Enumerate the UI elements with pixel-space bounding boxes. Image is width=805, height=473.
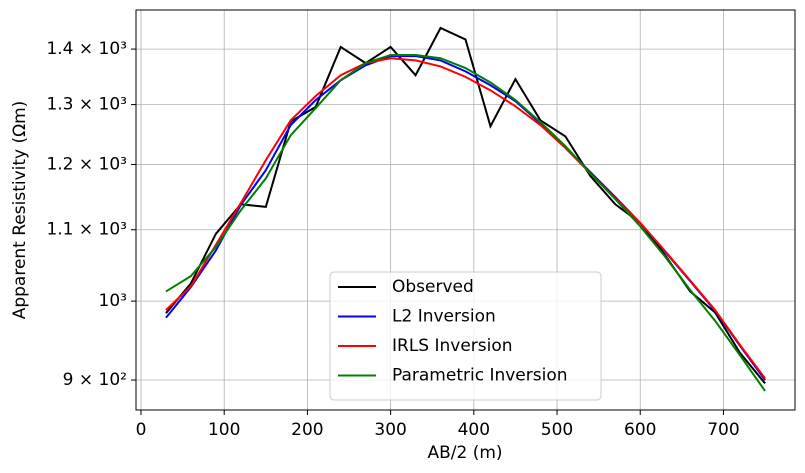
plot-frame <box>135 9 796 411</box>
y-tick-label: 1.2 × 10³ <box>46 155 127 175</box>
y-tick-label: 1.1 × 10³ <box>46 220 127 240</box>
x-tick-label: 0 <box>136 420 147 440</box>
y-tick-label: 1.3 × 10³ <box>46 95 127 115</box>
legend: Observed L2 Inversion IRLS Inversion Parame… <box>329 271 602 401</box>
legend-label: Observed <box>392 277 474 297</box>
legend-label: L2 Inversion <box>392 307 496 327</box>
x-axis-label: AB/2 (m) <box>427 443 502 463</box>
legend-box <box>329 271 602 401</box>
x-tick-label: 600 <box>624 420 656 440</box>
series-line <box>165 53 766 392</box>
y-axis-label: Apparent Resistivity (Ωm) <box>10 101 30 320</box>
x-tick-label: 200 <box>291 420 323 440</box>
x-tick-label: 300 <box>374 420 406 440</box>
x-tick-label: 100 <box>208 420 240 440</box>
y-tick-label: 10³ <box>99 291 127 311</box>
y-tick-label: 1.4 × 10³ <box>46 39 127 59</box>
legend-label: Parametric Inversion <box>392 366 568 386</box>
series-line <box>165 57 766 379</box>
x-tick-label: 700 <box>707 420 739 440</box>
x-tick-label: 400 <box>458 420 490 440</box>
legend-label: IRLS Inversion <box>392 336 513 356</box>
x-tick-label: 500 <box>541 420 573 440</box>
y-tick-label: 9 × 10² <box>63 370 127 390</box>
